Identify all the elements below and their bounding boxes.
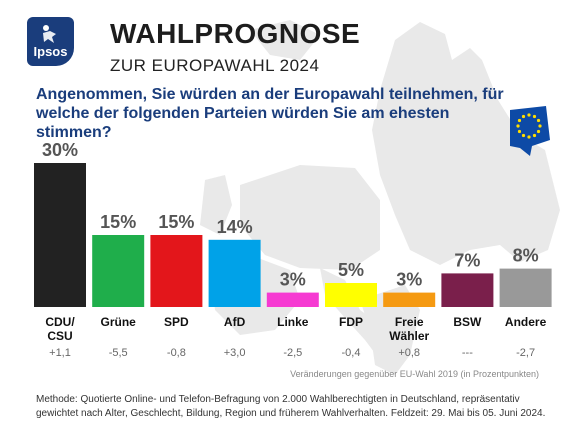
value-label-gruene: 15% bbox=[100, 212, 136, 232]
change-label-afd: +3,0 bbox=[224, 347, 246, 359]
eu-star-icon bbox=[538, 124, 542, 128]
eu-star-icon bbox=[517, 129, 522, 134]
method-footnote: Methode: Quotierte Online- und Telefon-B… bbox=[36, 393, 556, 421]
bar-afd bbox=[208, 239, 261, 307]
eu-star-icon bbox=[521, 114, 526, 119]
bar-linke bbox=[266, 292, 319, 307]
logo-text: Ipsos bbox=[33, 44, 68, 59]
method-line-1: Methode: Quotierte Online- und Telefon-B… bbox=[36, 394, 520, 405]
ipsos-logo: Ipsos bbox=[27, 17, 74, 66]
eu-star-icon bbox=[536, 129, 541, 134]
page-title: WAHLPROGNOSE bbox=[110, 18, 361, 49]
bar-gruene bbox=[92, 235, 145, 307]
party-label-afd: AfD bbox=[224, 315, 246, 329]
eu-star-icon bbox=[517, 118, 522, 123]
value-label-andere: 8% bbox=[513, 246, 539, 266]
bar-bsw bbox=[441, 273, 494, 307]
method-line-2: gewichtet nach Alter, Geschlecht, Bildun… bbox=[36, 408, 546, 419]
party-label-cdu-csu: CDU/CSU bbox=[45, 315, 75, 343]
bar-fdp bbox=[325, 283, 377, 307]
eu-star-icon bbox=[536, 118, 541, 123]
eu-star-icon bbox=[521, 133, 526, 138]
bar-cdu-csu bbox=[34, 163, 86, 307]
change-label-bsw: --- bbox=[462, 347, 473, 359]
value-label-freie-waehler: 3% bbox=[396, 270, 422, 290]
value-label-cdu-csu: 30% bbox=[42, 140, 78, 160]
eu-star-icon bbox=[532, 133, 537, 138]
party-label-bsw: BSW bbox=[453, 315, 482, 329]
change-label-gruene: -5,5 bbox=[109, 347, 128, 359]
change-label-andere: -2,7 bbox=[516, 347, 535, 359]
change-label-linke: -2,5 bbox=[283, 347, 302, 359]
eu-star-icon bbox=[516, 124, 520, 128]
party-label-andere: Andere bbox=[505, 315, 547, 329]
changes-note: Veränderungen gegenüber EU-Wahl 2019 (in… bbox=[290, 369, 539, 379]
party-label-freie-waehler: Freie Wähler bbox=[389, 315, 429, 343]
bar-freie-waehler bbox=[383, 292, 436, 307]
ipsos-figure-icon bbox=[43, 25, 56, 43]
eu-star-icon bbox=[527, 135, 531, 139]
eu-star-icon bbox=[532, 114, 537, 119]
value-label-spd: 15% bbox=[158, 212, 194, 232]
change-label-freie-waehler: +0,8 bbox=[398, 347, 420, 359]
party-label-linke: Linke bbox=[277, 315, 309, 329]
value-label-afd: 14% bbox=[217, 217, 253, 237]
survey-question: Angenommen, Sie würden an der Europawahl… bbox=[36, 86, 504, 141]
bar-andere bbox=[499, 268, 552, 307]
change-label-cdu-csu: +1,1 bbox=[49, 347, 71, 359]
value-label-fdp: 5% bbox=[338, 260, 364, 280]
page-subtitle: ZUR EUROPAWAHL 2024 bbox=[110, 56, 320, 75]
eu-flag-icon bbox=[510, 106, 550, 156]
value-label-bsw: 7% bbox=[454, 250, 480, 270]
party-label-gruene: Grüne bbox=[101, 315, 137, 329]
change-label-fdp: -0,4 bbox=[342, 347, 361, 359]
party-label-spd: SPD bbox=[164, 315, 189, 329]
party-label-fdp: FDP bbox=[339, 315, 363, 329]
bar-spd bbox=[150, 235, 203, 307]
eu-star-icon bbox=[527, 113, 531, 117]
value-label-linke: 3% bbox=[280, 270, 306, 290]
change-label-spd: -0,8 bbox=[167, 347, 186, 359]
